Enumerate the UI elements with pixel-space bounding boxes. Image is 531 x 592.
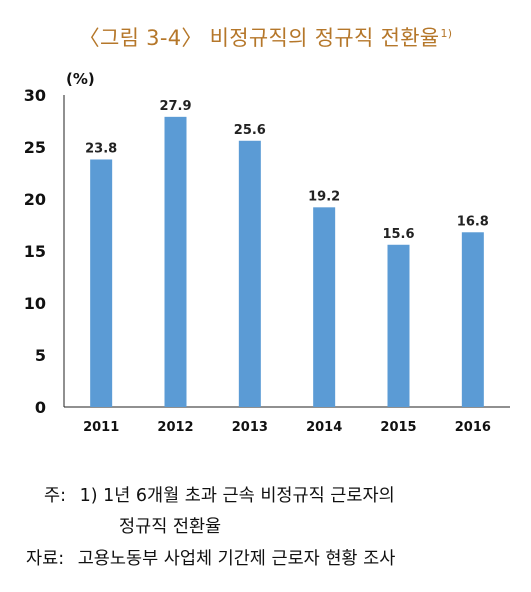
y-tick-label: 10 bbox=[24, 294, 46, 313]
y-tick-label: 0 bbox=[35, 398, 46, 417]
bar-data-label: 15.6 bbox=[382, 227, 414, 242]
x-tick-label: 2014 bbox=[306, 420, 342, 435]
source-text: 고용노동부 사업체 기간제 근로자 현황 조사 bbox=[77, 549, 396, 569]
x-tick-label: 2013 bbox=[232, 420, 268, 435]
y-tick-label: 20 bbox=[24, 190, 46, 209]
figure-title: 〈그림 3-4〉 비정규직의 정규직 전환율1) bbox=[0, 22, 531, 52]
bar-data-label: 16.8 bbox=[457, 214, 489, 229]
note-text-continued: 정규직 전환율 bbox=[119, 517, 222, 537]
bar bbox=[461, 232, 484, 407]
source-prefix: 자료: bbox=[26, 549, 65, 569]
x-tick-label: 2011 bbox=[83, 420, 119, 435]
bar-data-label: 25.6 bbox=[234, 123, 266, 138]
source-line: 자료: 고용노동부 사업체 기간제 근로자 현황 조사 bbox=[26, 545, 395, 570]
note-text: 1) 1년 6개월 초과 근속 비정규직 근로자의 bbox=[79, 486, 395, 506]
y-tick-label: 25 bbox=[24, 138, 46, 157]
bar bbox=[238, 140, 261, 407]
figure-title-text: 〈그림 3-4〉 비정규직의 정규직 전환율 bbox=[78, 26, 440, 50]
title-footnote-mark: 1) bbox=[440, 27, 453, 40]
y-axis-unit-label: (%) bbox=[66, 70, 95, 88]
chart-data-labels: 23.8 27.9 25.6 19.2 15.6 16.8 bbox=[85, 99, 489, 242]
bar bbox=[313, 207, 336, 407]
bar bbox=[164, 116, 187, 407]
note-line-1: 주: 1) 1년 6개월 초과 근속 비정규직 근로자의 bbox=[44, 482, 395, 507]
bar-data-label: 19.2 bbox=[308, 189, 340, 204]
bar-data-label: 27.9 bbox=[159, 99, 191, 114]
y-tick-label: 5 bbox=[35, 346, 46, 365]
x-tick-label: 2012 bbox=[157, 420, 193, 435]
y-tick-label: 15 bbox=[24, 242, 46, 261]
bar-data-label: 23.8 bbox=[85, 141, 117, 156]
bar bbox=[387, 244, 410, 407]
note-prefix: 주: bbox=[44, 486, 66, 506]
chart-axes: (%) 0 5 10 15 20 25 30 2011 2012 2013 2014 2015 2016 bbox=[24, 70, 510, 435]
y-tick-label: 30 bbox=[24, 86, 46, 105]
chart-bars bbox=[90, 116, 484, 407]
x-tick-label: 2015 bbox=[380, 420, 416, 435]
x-tick-label: 2016 bbox=[455, 420, 491, 435]
note-line-2: 정규직 전환율 bbox=[119, 513, 221, 538]
bar bbox=[90, 159, 113, 407]
